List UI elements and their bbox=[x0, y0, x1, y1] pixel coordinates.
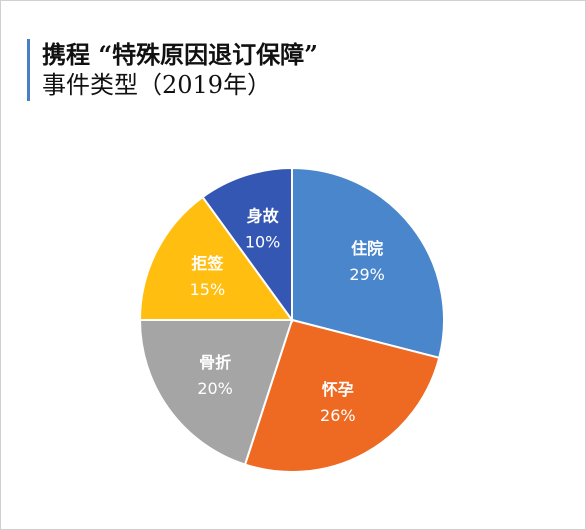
pie-slice-5 bbox=[201, 166, 293, 324]
pie-slice-4 bbox=[138, 195, 294, 321]
chart-subtitle: 事件类型（2019年） bbox=[42, 71, 272, 99]
pie-slice-value-1: 29% bbox=[349, 265, 385, 284]
pie-slice-label-3: 骨折 bbox=[199, 353, 231, 372]
pie-slice-label-5: 身故 bbox=[247, 207, 280, 226]
pie-slice-value-3: 20% bbox=[197, 379, 233, 398]
pie-slice-2 bbox=[243, 318, 441, 473]
pie-slice-label-4: 拒签 bbox=[191, 254, 224, 273]
chart-title-block: 携程 “特殊原因退订保障” 事件类型（2019年） bbox=[27, 39, 318, 101]
pie-slice-value-4: 15% bbox=[190, 280, 226, 299]
pie-slice-label-1: 住院 bbox=[351, 239, 383, 258]
pie-slice-value-2: 26% bbox=[320, 406, 356, 425]
pie-slice-label-2: 怀孕 bbox=[322, 380, 354, 399]
pie-slice-value-5: 10% bbox=[245, 233, 281, 252]
pie-slice-1 bbox=[291, 166, 445, 360]
pie-slice-3 bbox=[138, 319, 294, 466]
chart-title: 携程 “特殊原因退订保障” bbox=[42, 40, 318, 69]
